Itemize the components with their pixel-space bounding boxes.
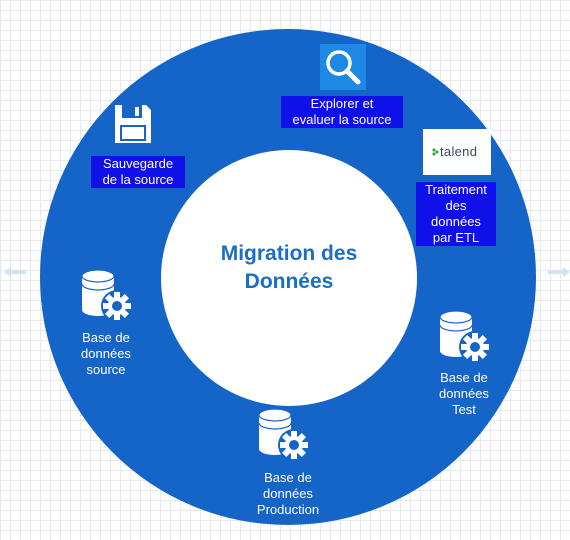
talend-dots-icon: [432, 148, 439, 156]
step-test-label: Base de données Test: [439, 370, 489, 417]
center-circle: [161, 150, 417, 406]
left-arrow-icon: [4, 267, 26, 277]
right-arrow-icon: [548, 267, 570, 277]
step-etl-label: Traitement des données par ETL: [416, 182, 496, 246]
step-production-label: Base de données Production: [256, 470, 320, 517]
database-gear-icon: [439, 310, 491, 363]
database-gear-icon: [81, 269, 133, 322]
talend-logo: talend: [423, 129, 491, 175]
title-line: Données: [244, 270, 334, 293]
step-backup-label: Sauvegarde de la source: [91, 156, 185, 188]
title-line: Migration des: [220, 242, 358, 265]
diagram-title: Migration des Données: [161, 240, 417, 296]
talend-logo-text: talend: [440, 144, 478, 159]
database-gear-icon: [258, 408, 310, 461]
step-explore-label: Explorer et evaluer la source: [281, 96, 403, 128]
magnifier-icon: [320, 44, 366, 90]
step-source-db-label: Base de données source: [81, 330, 131, 377]
floppy-disk-icon: [115, 105, 151, 143]
